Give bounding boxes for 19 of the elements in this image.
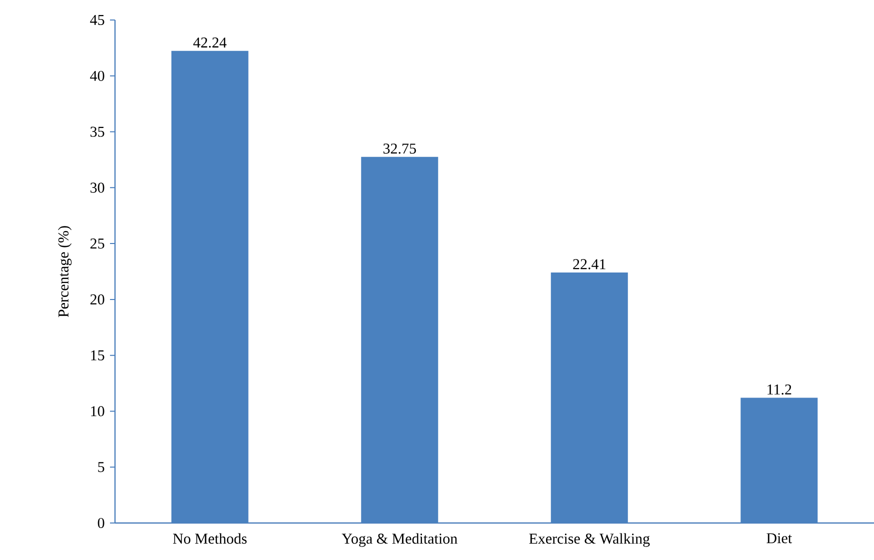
y-tick-label: 0 — [98, 518, 104, 528]
x-tick-label: No Methods — [173, 533, 247, 544]
y-tick-label: 25 — [90, 238, 104, 249]
x-tick-label: Yoga & Meditation — [342, 533, 458, 547]
y-tick-label: 15 — [91, 350, 104, 360]
y-tick-label: 35 — [90, 126, 104, 137]
y-tick-label: 20 — [90, 294, 104, 304]
data-label: 22.41 — [573, 259, 606, 270]
x-tick-label: Exercise & Walking — [529, 533, 650, 547]
y-tick-label: 30 — [90, 182, 104, 193]
data-label: 11.2 — [768, 384, 792, 395]
y-tick-label: 45 — [90, 15, 104, 26]
y-tick-label: 10 — [91, 406, 104, 416]
data-label: 32.75 — [383, 144, 416, 154]
y-tick-label: 40 — [90, 70, 104, 81]
x-tick-label: Diet — [766, 533, 792, 544]
y-tick-label: 5 — [98, 462, 104, 472]
data-label: 42.24 — [193, 38, 227, 48]
y-axis-title: Percentage (%) — [58, 226, 72, 318]
